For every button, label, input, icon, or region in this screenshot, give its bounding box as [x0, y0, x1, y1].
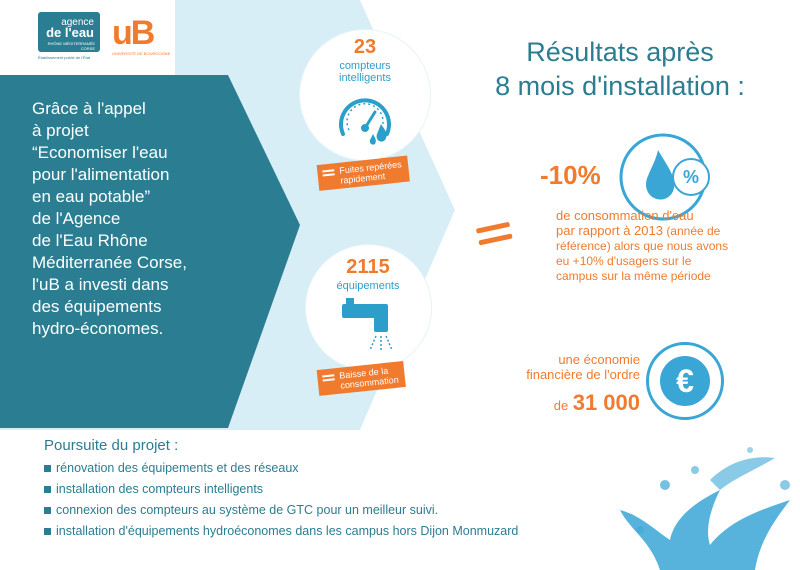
consumption-text: de consommation d'eau par rapport à 2013…: [556, 208, 771, 284]
euro-icon: €: [646, 342, 724, 420]
results-title: Résultats après 8 mois d'installation :: [470, 35, 770, 103]
results-title-line1: Résultats après: [526, 37, 714, 67]
meters-count: 23: [353, 36, 377, 58]
meters-label-1: compteurs: [339, 60, 391, 72]
economy-text: une économie financière de l'ordre: [498, 352, 640, 382]
ub-logo-subtitle: UNIVERSITÉ DE BOURGOGNE: [112, 51, 171, 56]
agence-logo-subtitle: Établissement public de l'État: [38, 55, 91, 60]
intro-line: Grâce à l'appel: [32, 99, 146, 118]
agence-logo-line3: RHÔNE MÉDITERRANÉE CORSE: [47, 41, 95, 51]
project-continuation-title: Poursuite du projet :: [44, 437, 179, 454]
economy-de: de: [553, 398, 569, 413]
euro-symbol: €: [660, 356, 710, 406]
reduction-percent: -10%: [540, 160, 601, 190]
meters-circle: [300, 30, 430, 160]
ub-logo-text: uB: [112, 14, 155, 52]
agence-logo-line2: de l'eau: [46, 25, 94, 40]
intro-line: “Economiser l'eau: [32, 143, 168, 162]
bullet-square-icon: [44, 486, 51, 494]
intro-line: pour l'alimentation: [32, 165, 170, 184]
bullet-square-icon: [44, 465, 51, 473]
project-continuation-list: rénovation des équipements et des réseau…: [44, 458, 518, 542]
equipment-count: 2115: [346, 256, 390, 278]
water-splash-icon: [620, 447, 790, 570]
meters-label-2: intelligents: [339, 72, 391, 84]
list-item: rénovation des équipements et des réseau…: [44, 458, 518, 479]
equals-sign: [322, 169, 335, 173]
consumption-line5: campus sur la même période: [556, 269, 711, 283]
teal-chevron-panel: [0, 75, 300, 428]
consumption-line3: référence) alors que nous avons: [556, 239, 729, 253]
consumption-line1: de consommation d'eau: [556, 208, 694, 223]
economy-amount: de 31 000: [520, 390, 640, 416]
agence-de-l-eau-logo: agence de l'eau RHÔNE MÉDITERRANÉE CORSE: [38, 12, 100, 52]
intro-text: Grâce à l'appel à projet “Economiser l'e…: [32, 98, 242, 340]
results-title-line2: 8 mois d'installation :: [495, 71, 745, 101]
equipment-label: équipements: [336, 280, 400, 292]
economy-line2: financière de l'ordre: [526, 367, 640, 382]
list-item: connexion des compteurs au système de GT…: [44, 500, 518, 521]
agence-logo-line1: agence: [61, 17, 94, 28]
bullet-square-icon: [44, 507, 51, 515]
equals-sign: [322, 374, 335, 378]
intro-line: l'uB a investi dans: [32, 275, 169, 294]
faucet-icon: [342, 298, 393, 352]
gauge-icon: [339, 98, 391, 145]
intro-line: en eau potable”: [32, 187, 151, 206]
consumption-line2: par rapport à 2013 (année de: [556, 223, 721, 238]
intro-line: à projet: [32, 121, 89, 140]
intro-line: de l'Eau Rhône: [32, 231, 148, 250]
economy-line1: une économie: [558, 352, 640, 367]
list-item: installation d'équipements hydroéconomes…: [44, 521, 518, 542]
intro-line: Méditerranée Corse,: [32, 253, 187, 272]
economy-amount-value: 31 000: [572, 390, 640, 415]
consumption-line4: eu +10% d'usagers sur le: [556, 254, 692, 268]
ub-logo: uB UNIVERSITÉ DE BOURGOGNE: [112, 14, 174, 56]
intro-line: de l'Agence: [32, 209, 121, 228]
intro-line: hydro-économes.: [32, 319, 164, 338]
bullet-square-icon: [44, 528, 51, 536]
percent-icon: %: [672, 158, 710, 196]
intro-line: des équipements: [32, 297, 162, 316]
list-item: installation des compteurs intelligents: [44, 479, 518, 500]
